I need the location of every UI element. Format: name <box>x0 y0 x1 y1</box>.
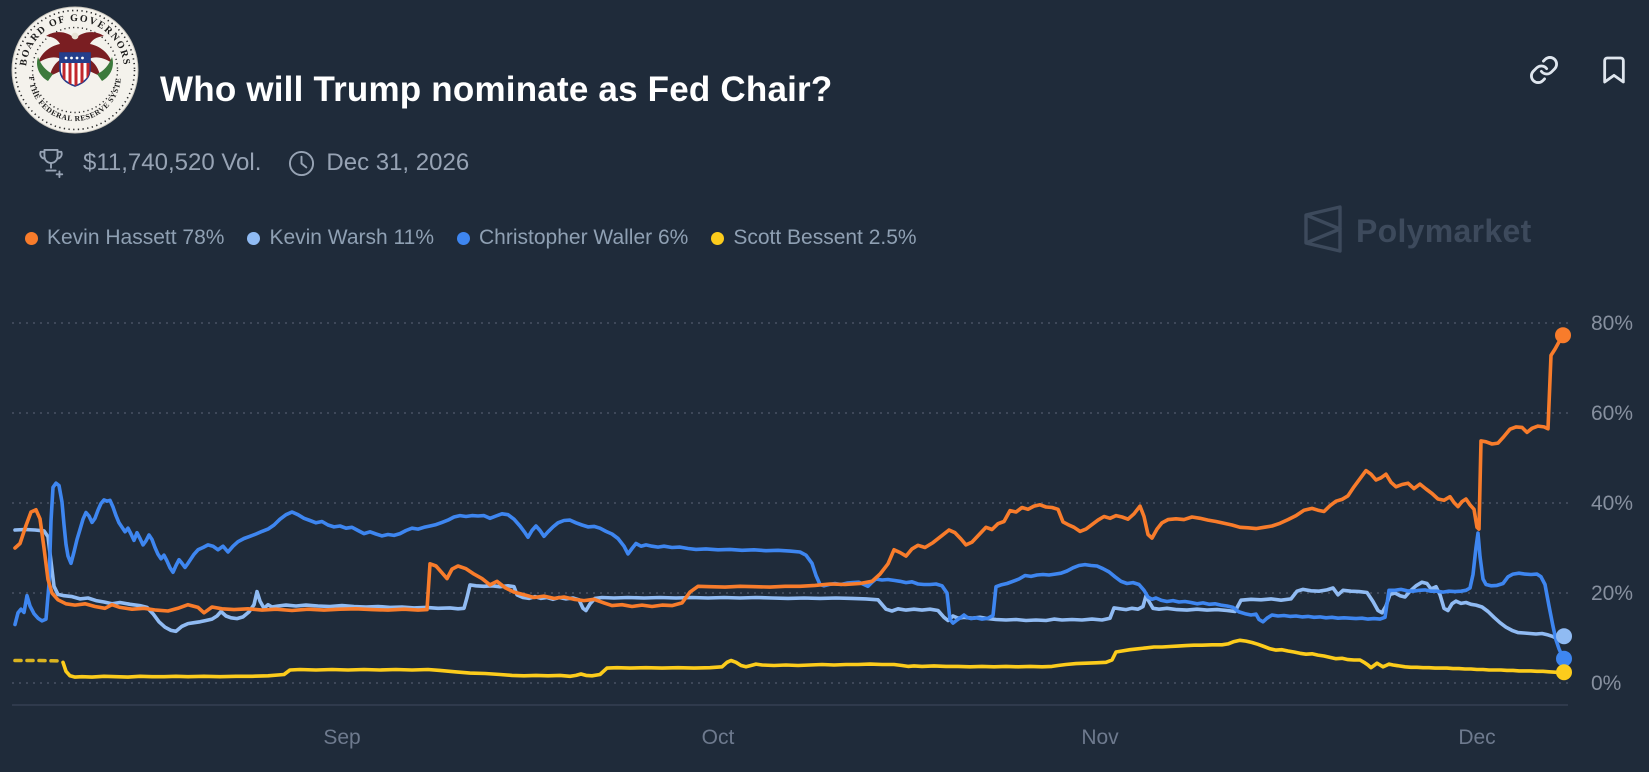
x-axis-label-sep: Sep <box>323 726 360 749</box>
y-axis-label: 40% <box>1591 492 1633 515</box>
series-end-dot-scott-bessent <box>1556 664 1572 681</box>
legend-item-christopher-waller[interactable]: Christopher Waller 6% <box>457 226 688 250</box>
x-axis-label-dec: Dec <box>1458 726 1495 749</box>
y-axis-label: 80% <box>1591 312 1633 335</box>
series-line-scott-bessent[interactable] <box>61 638 1565 679</box>
legend-dot <box>711 231 725 245</box>
polymarket-watermark: Polymarket <box>1303 205 1532 258</box>
legend-label: Scott Bessent 2.5% <box>733 226 917 249</box>
legend-dot <box>25 231 38 245</box>
legend-label: Kevin Warsh 11% <box>269 226 435 249</box>
series-line-kevin-hassett[interactable] <box>13 333 1565 615</box>
legend-item-scott-bessent[interactable]: Scott Bessent 2.5% <box>711 226 917 250</box>
chart-legend: Kevin Hassett 78% Kevin Warsh 11% Christop… <box>25 226 917 250</box>
y-axis-label: 0% <box>1591 672 1621 695</box>
market-title: Who will Trump nominate as Fed Chair? <box>160 70 833 110</box>
volume-text: $11,740,520 Vol. <box>83 149 262 176</box>
y-axis-label: 60% <box>1591 402 1633 425</box>
legend-dot <box>247 231 261 245</box>
header-actions <box>1528 54 1630 86</box>
legend-label: Kevin Hassett 78% <box>47 226 225 249</box>
x-axis-label-oct: Oct <box>702 726 735 749</box>
series-line-christopher-waller[interactable] <box>13 481 1565 660</box>
legend-dot <box>457 231 471 245</box>
clock-icon <box>288 150 315 177</box>
series-end-dot-christopher-waller <box>1556 650 1572 667</box>
x-axis-label-nov: Nov <box>1081 726 1119 749</box>
trophy-icon <box>36 146 66 180</box>
bookmark-icon[interactable] <box>1598 54 1630 86</box>
series-line-dashed-scott-bessent <box>13 658 64 663</box>
end-date-text: Dec 31, 2026 <box>326 149 470 176</box>
series-line-kevin-warsh[interactable] <box>13 527 1565 641</box>
polymarket-logo-icon <box>1303 205 1343 258</box>
series-end-dot-kevin-warsh <box>1556 628 1572 645</box>
seal-eagle-emblem <box>37 32 113 87</box>
series-end-dot-kevin-hassett <box>1555 327 1571 344</box>
market-seal-image: BOARD OF GOVERNORS OF THE FEDERAL RESERV… <box>6 0 140 135</box>
polymarket-watermark-text: Polymarket <box>1356 213 1532 249</box>
legend-item-kevin-warsh[interactable]: Kevin Warsh 11% <box>247 226 434 250</box>
legend-label: Christopher Waller 6% <box>479 226 689 249</box>
y-axis-label: 20% <box>1591 582 1633 605</box>
legend-item-kevin-hassett[interactable]: Kevin Hassett 78% <box>25 226 224 250</box>
market-meta-row: $11,740,520 Vol. Dec 31, 2026 <box>36 146 469 180</box>
link-icon[interactable] <box>1528 54 1560 86</box>
